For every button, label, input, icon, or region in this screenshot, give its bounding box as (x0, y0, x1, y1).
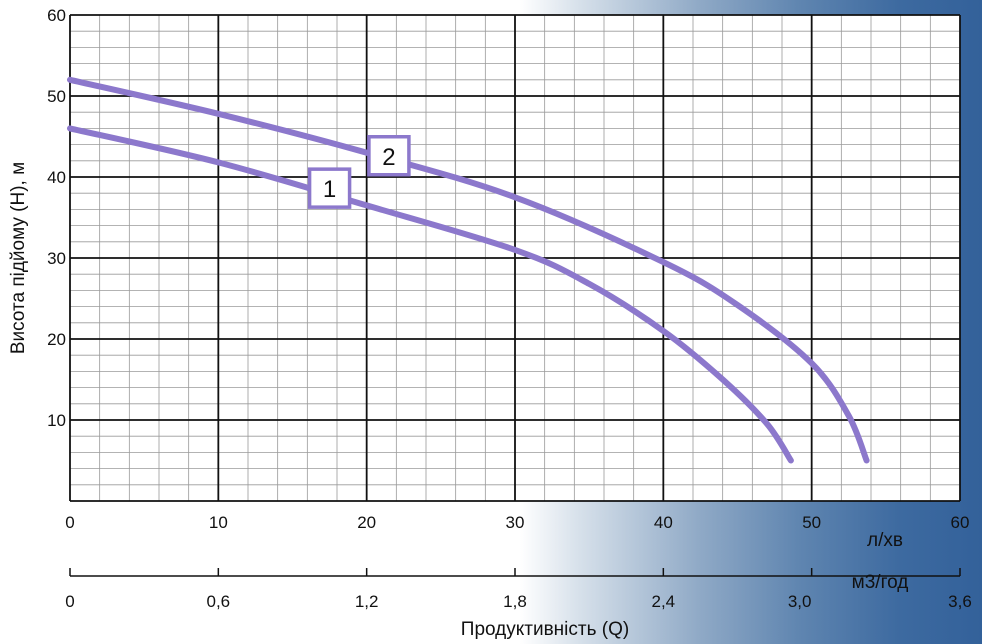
y-tick-label: 50 (47, 87, 66, 106)
x2-tick-label: 0,6 (207, 592, 231, 611)
x2-tick-label: 3,0 (788, 592, 812, 611)
curve-label-2: 2 (367, 135, 411, 177)
x-unit-label: л/хв (867, 530, 903, 551)
curve-label-box (367, 135, 411, 177)
x-tick-label: 60 (951, 513, 970, 532)
x2-unit-label: м3/год (852, 572, 909, 593)
y-tick-label: 10 (47, 411, 66, 430)
x-tick-label: 10 (209, 513, 228, 532)
curve-2 (67, 76, 870, 464)
x-axis-title: Продуктивність (Q) (461, 619, 629, 640)
x-tick-label: 20 (357, 513, 376, 532)
curve-label-1: 1 (307, 167, 352, 209)
major-grid (69, 14, 961, 502)
curve-label-box (307, 167, 352, 209)
x2-tick-label: 3,6 (948, 592, 972, 611)
y-tick-labels: 10 20 30 40 50 60 (47, 6, 66, 430)
x-tick-labels: 0 10 20 30 40 50 60 (65, 513, 969, 532)
x-tick-label: 40 (654, 513, 673, 532)
y-axis-title: Висота підйому (Н), м (8, 162, 29, 354)
curve-labels: 12 (307, 135, 411, 209)
y-tick-label: 40 (47, 168, 66, 187)
curve-1 (67, 125, 794, 464)
x-tick-label: 50 (802, 513, 821, 532)
x2-tick-label: 1,8 (503, 592, 527, 611)
curves (67, 76, 870, 464)
x-tick-label: 30 (506, 513, 525, 532)
x-tick-label: 0 (65, 513, 74, 532)
x2-tick-label: 2,4 (652, 592, 676, 611)
curve-label-text: 1 (323, 176, 336, 203)
y-tick-label: 30 (47, 249, 66, 268)
x2-tick-label: 1,2 (355, 592, 379, 611)
curve-label-text: 2 (382, 144, 395, 171)
secondary-x-axis: 0 0,6 1,2 1,8 2,4 3,0 3,6 (65, 568, 972, 611)
y-tick-label: 20 (47, 330, 66, 349)
y-tick-label: 60 (47, 6, 66, 25)
x2-tick-label: 0 (65, 592, 74, 611)
